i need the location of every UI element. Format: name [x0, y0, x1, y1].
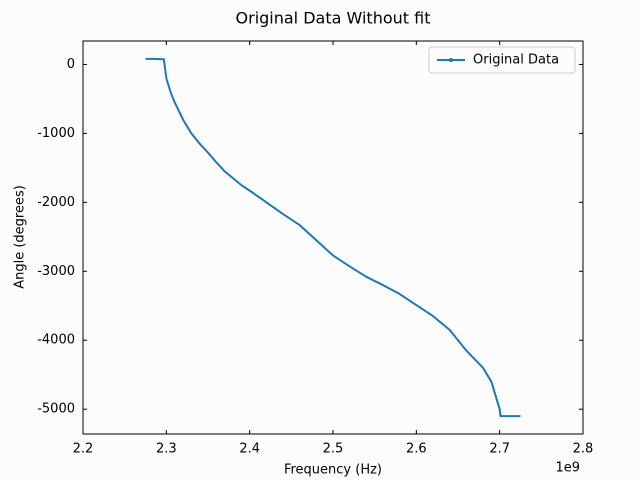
x-tick-label: 2.6 [406, 442, 427, 457]
x-tick-label: 2.4 [239, 442, 260, 457]
data-line [145, 57, 521, 418]
x-tick-label: 2.2 [73, 442, 94, 457]
y-tick-label: -3000 [37, 264, 75, 279]
legend-box [428, 46, 576, 74]
chart-title: Original Data Without fit [236, 9, 431, 28]
y-tick-label: -1000 [37, 126, 75, 141]
x-offset-text: 1e9 [555, 461, 580, 476]
x-tick-label: 2.7 [489, 442, 510, 457]
y-tick-label: -5000 [37, 402, 75, 417]
y-tick-label: -4000 [37, 333, 75, 348]
x-tick-label: 2.3 [156, 442, 177, 457]
x-tick-label: 2.8 [573, 442, 594, 457]
axes-frame [82, 40, 584, 435]
y-axis-label: Angle (degrees) [13, 185, 28, 289]
y-tick-label: -2000 [37, 195, 75, 210]
legend-marker [449, 58, 453, 62]
legend-label: Original Data [473, 53, 559, 68]
y-tick-label: 0 [67, 57, 75, 72]
x-tick-label: 2.5 [323, 442, 344, 457]
x-axis-label: Frequency (Hz) [284, 463, 382, 478]
